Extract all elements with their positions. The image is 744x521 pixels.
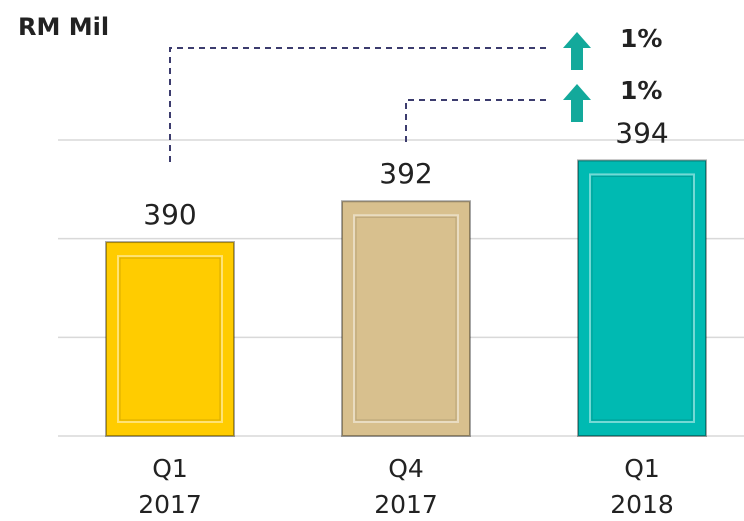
bar-bevel-shadow [355,216,457,421]
connector [405,99,550,142]
value-label: 392 [379,157,432,190]
x-tick-label: 2017 [374,490,438,519]
annotation: 1% [620,76,662,105]
bar [105,241,235,437]
y-axis-label: RM Mil [18,13,109,41]
x-tick-label: Q4 [388,454,424,483]
bar-bevel-shadow [119,257,221,421]
annotation: 1% [620,24,662,53]
bar-bevel [117,255,223,423]
connector [169,47,550,162]
x-tick-label: 2018 [610,490,674,519]
bar-bevel [353,214,459,423]
bar-bevel [589,173,695,423]
x-tick-label: Q1 [152,454,188,483]
up-arrow [563,32,591,70]
value-label: 394 [615,116,668,149]
bar [341,200,471,437]
x-tick-label: Q1 [624,454,660,483]
x-tick-label: 2017 [138,490,202,519]
value-label: 390 [143,198,196,231]
bar [577,159,707,437]
up-arrow [563,84,591,122]
bar-bevel-shadow [591,175,693,421]
